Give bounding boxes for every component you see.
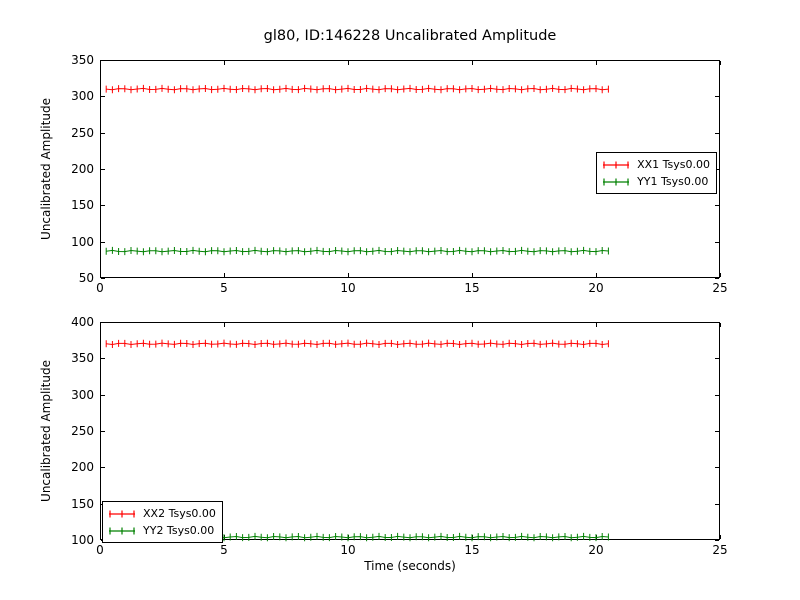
y-tick-label: 400 — [71, 315, 94, 329]
y-tick-label: 200 — [71, 460, 94, 475]
series-line — [106, 342, 609, 346]
legend-label: XX2 Tsys0.00 — [143, 507, 216, 520]
x-tick-label: 5 — [220, 281, 228, 295]
y-tick-label: 200 — [71, 162, 94, 176]
x-tick-label: 15 — [464, 281, 480, 295]
y-tick-label: 350 — [71, 351, 94, 366]
legend-entry-xx2: XX2 Tsys0.00 — [107, 505, 216, 522]
x-tick-label: 10 — [340, 543, 356, 557]
y-tick-label: 100 — [71, 533, 94, 547]
x-tick-label: 20 — [588, 281, 604, 295]
x-axis-label: Time (seconds) — [364, 559, 456, 573]
y-tick-label: 250 — [71, 125, 94, 140]
y-tick-label: 250 — [71, 424, 94, 438]
figure-title: gl80, ID:146228 Uncalibrated Amplitude — [263, 28, 557, 44]
series-errorbar-markers — [105, 339, 609, 348]
y-tick-label: 100 — [71, 234, 94, 249]
legend-top: XX1 Tsys0.00 YY1 Tsys0.00 — [596, 152, 717, 194]
axes-frame — [100, 60, 720, 278]
series-line — [106, 87, 609, 91]
legend-label: XX1 Tsys0.00 — [637, 158, 710, 171]
y-tick-label: 350 — [71, 53, 94, 67]
x-tick-label: 15 — [464, 543, 480, 557]
legend-label: YY1 Tsys0.00 — [637, 175, 709, 188]
x-tick-label: 10 — [340, 281, 356, 295]
legend-entry-yy2: YY2 Tsys0.00 — [107, 522, 216, 539]
errorbar-sample-icon — [109, 527, 135, 534]
x-tick-label: 25 — [712, 281, 728, 295]
top-subplot-axes — [100, 60, 721, 279]
series-line — [106, 249, 609, 253]
x-tick-label: 5 — [220, 543, 228, 557]
x-tick-label: 0 — [96, 281, 104, 295]
legend-label: YY2 Tsys0.00 — [143, 524, 215, 537]
y-tick-label: 150 — [71, 198, 94, 213]
x-tick-label: 25 — [712, 543, 728, 557]
legend-entry-yy1: YY1 Tsys0.00 — [601, 173, 710, 190]
y-tick-label: 300 — [71, 387, 94, 402]
errorbar-sample-icon — [603, 178, 630, 185]
x-tick-label: 20 — [588, 543, 604, 557]
legend-entry-xx1: XX1 Tsys0.00 — [601, 156, 710, 173]
legend-bottom: XX2 Tsys0.00 YY2 Tsys0.00 — [102, 501, 223, 543]
y-tick-label: 50 — [78, 271, 94, 285]
y-tick-label: 300 — [71, 89, 94, 104]
y-tick-label: 150 — [71, 496, 94, 511]
errorbar-sample-icon — [109, 510, 135, 517]
errorbar-sample-icon — [603, 161, 630, 168]
x-tick-label: 0 — [96, 543, 104, 557]
series-errorbar-markers — [105, 246, 609, 256]
series-errorbar-markers — [105, 84, 609, 94]
